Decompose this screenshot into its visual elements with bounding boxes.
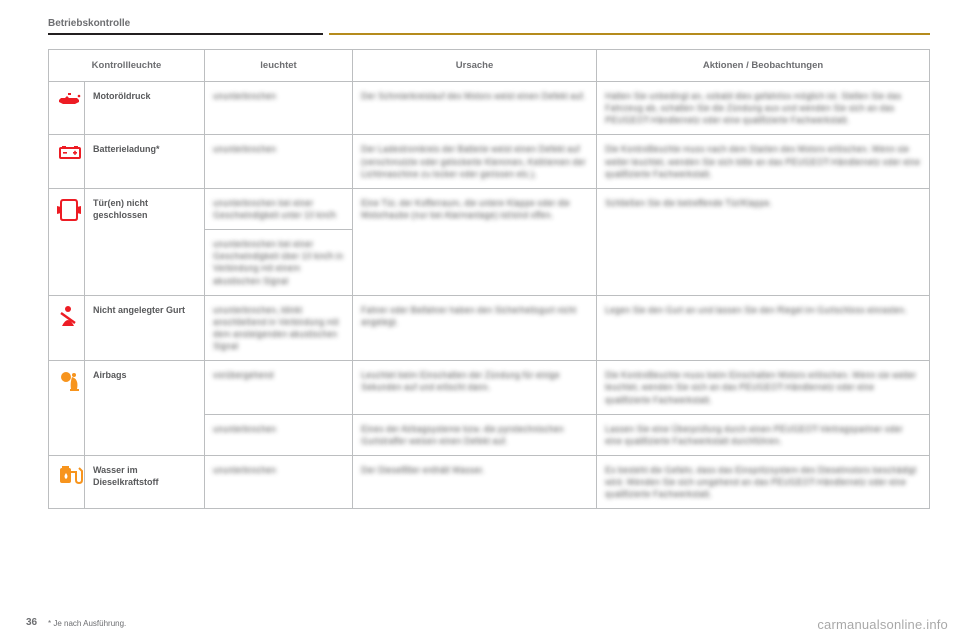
row-aktion: Es besteht die Gefahr, dass das Einsprit… [597, 455, 930, 508]
row-leuchtet: vorübergehend [205, 361, 353, 414]
row-name: Tür(en) nicht geschlossen [85, 188, 205, 295]
table-row: Airbags vorübergehend Leuchtet beim Eins… [49, 361, 930, 414]
battery-icon [49, 135, 85, 188]
row-leuchtet: ununterbrochen [205, 135, 353, 188]
watermark: carmanualsonline.info [817, 617, 948, 632]
row-leuchtet-2: ununterbrochen bei einer Geschwindigkeit… [205, 230, 353, 296]
col-ursache: Ursache [353, 50, 597, 82]
row-leuchtet: ununterbrochen, blinkt anschließend in V… [205, 295, 353, 361]
row-ursache: Leuchtet beim Einschalten der Zündung fü… [353, 361, 597, 414]
row-aktion: Schließen Sie die betreffende Tür/Klappe… [597, 188, 930, 295]
row-name: Motoröldruck [85, 82, 205, 135]
row-ursache: Eine Tür, der Kofferraum, die untere Kla… [353, 188, 597, 295]
table-row: Tür(en) nicht geschlossen ununterbrochen… [49, 188, 930, 229]
row-aktion: Die Kontrollleuchte muss nach dem Starte… [597, 135, 930, 188]
row-name: Nicht angelegter Gurt [85, 295, 205, 361]
row-aktion: Legen Sie den Gurt an und lassen Sie den… [597, 295, 930, 361]
row-aktion: Die Kontrollleuchte muss beim Einschalte… [597, 361, 930, 414]
seatbelt-icon [49, 295, 85, 361]
row-ursache-b: Eines der Airbagsysteme bzw. die pyrotec… [353, 414, 597, 455]
door-open-icon [49, 188, 85, 295]
row-name: Airbags [85, 361, 205, 456]
row-aktion: Halten Sie unbedingt an, sobald dies gef… [597, 82, 930, 135]
table-row: Motoröldruck ununterbrochen Der Schmierk… [49, 82, 930, 135]
airbag-icon [49, 361, 85, 456]
col-kontrollleuchte: Kontrollleuchte [49, 50, 205, 82]
row-aktion-b: Lassen Sie eine Überprüfung durch einen … [597, 414, 930, 455]
table-header-row: Kontrollleuchte leuchtet Ursache Aktione… [49, 50, 930, 82]
row-ursache: Der Schmierkreislauf des Motors weist ei… [353, 82, 597, 135]
col-leuchtet: leuchtet [205, 50, 353, 82]
rule-black [48, 33, 323, 35]
row-leuchtet: ununterbrochen [205, 455, 353, 508]
col-aktion: Aktionen / Beobachtungen [597, 50, 930, 82]
header-rule [48, 33, 930, 35]
row-leuchtet: ununterbrochen [205, 82, 353, 135]
row-leuchtet: ununterbrochen bei einer Geschwindigkeit… [205, 188, 353, 229]
footnote: * Je nach Ausführung. [48, 619, 126, 628]
row-leuchtet-b: ununterbrochen [205, 414, 353, 455]
row-name: Batterieladung* [85, 135, 205, 188]
section-title: Betriebskontrolle [48, 18, 930, 29]
page: Betriebskontrolle Kontrollleuchte leucht… [0, 0, 960, 640]
rule-amber [329, 33, 930, 35]
table-row: Batterieladung* ununterbrochen Der Lades… [49, 135, 930, 188]
row-ursache: Der Dieselfilter enthält Wasser. [353, 455, 597, 508]
warning-lights-table: Kontrollleuchte leuchtet Ursache Aktione… [48, 49, 930, 509]
water-in-fuel-icon [49, 455, 85, 508]
page-number: 36 [26, 617, 37, 628]
table-row: Wasser im Dieselkraftstoff ununterbroche… [49, 455, 930, 508]
row-ursache: Fahrer oder Beifahrer haben den Sicherhe… [353, 295, 597, 361]
oil-pressure-icon [49, 82, 85, 135]
row-ursache: Der Ladestromkreis der Batterie weist ei… [353, 135, 597, 188]
row-name: Wasser im Dieselkraftstoff [85, 455, 205, 508]
table-row: Nicht angelegter Gurt ununterbrochen, bl… [49, 295, 930, 361]
